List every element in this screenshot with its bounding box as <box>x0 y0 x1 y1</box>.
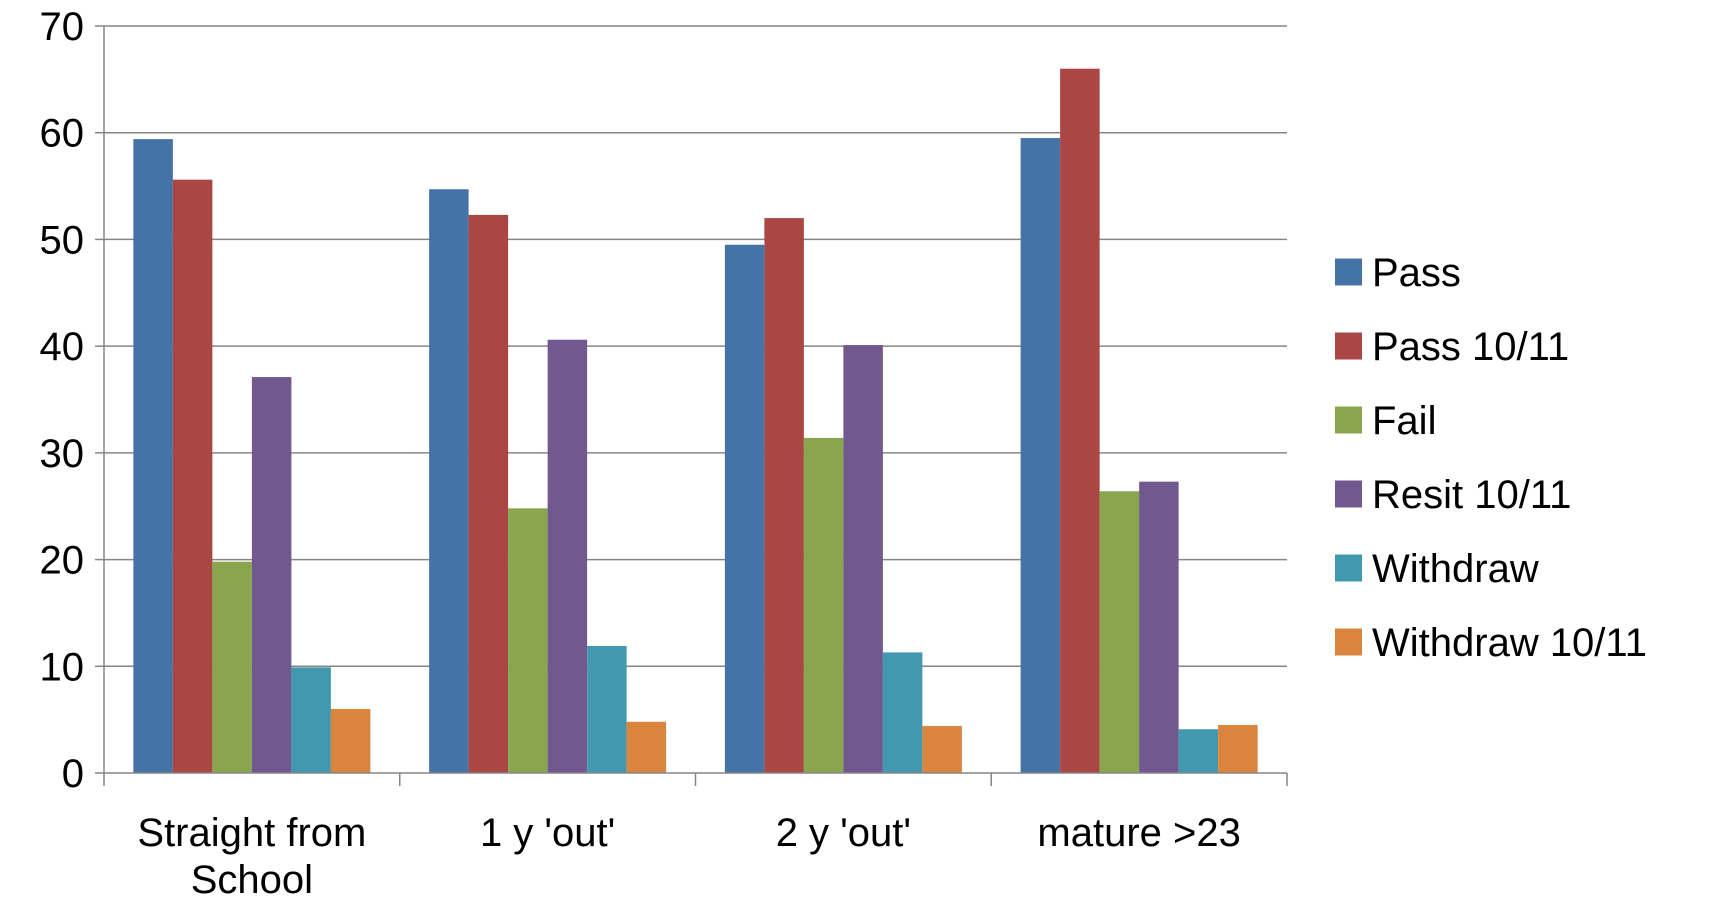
y-tick-label: 70 <box>40 5 85 49</box>
x-category-label: Straight from <box>137 811 366 855</box>
x-category-label: 2 y 'out' <box>776 811 911 855</box>
bar-withdraw-10-11 <box>330 708 371 773</box>
legend-label: Resit 10/11 <box>1372 473 1571 517</box>
legend-label: Withdraw <box>1372 547 1539 591</box>
x-category-label: School <box>191 858 313 902</box>
bar-fail <box>212 561 252 773</box>
legend-swatch <box>1335 332 1362 360</box>
bar-pass <box>133 139 173 774</box>
bar-fail <box>1099 491 1140 773</box>
y-tick-label: 50 <box>40 218 85 262</box>
y-tick-label: 60 <box>40 112 85 156</box>
legend-swatch <box>1335 258 1362 286</box>
bar-pass-10-11 <box>172 179 213 773</box>
bar-withdraw <box>587 646 627 773</box>
bar-resit-10-11 <box>251 377 292 773</box>
bars <box>133 68 1258 774</box>
x-category-label: mature >23 <box>1037 811 1240 855</box>
bar-pass <box>429 189 469 774</box>
legend: Pass Pass 10/11 Fail Resit 10/11 Withdraw Wit… <box>1335 251 1647 665</box>
bar-pass <box>1020 138 1061 774</box>
legend-swatch <box>1335 628 1362 656</box>
bar-resit-10-11 <box>843 345 883 773</box>
axes <box>95 25 1288 786</box>
bar-withdraw-10-11 <box>626 721 667 773</box>
bar-resit-10-11 <box>1139 481 1179 773</box>
bar-resit-10-11 <box>547 339 588 773</box>
bar-fail <box>508 508 548 773</box>
legend-label: Withdraw 10/11 <box>1372 621 1647 665</box>
legend-swatch <box>1335 406 1362 434</box>
y-tick-label: 10 <box>40 645 85 689</box>
bar-withdraw <box>882 652 923 773</box>
gridlines <box>104 25 1287 668</box>
x-category-label: 1 y 'out' <box>480 811 615 855</box>
legend-swatch <box>1335 554 1362 582</box>
bar-pass <box>724 244 765 773</box>
bar-withdraw <box>291 667 331 773</box>
legend-label: Pass 10/11 <box>1372 325 1569 369</box>
bar-pass-10-11 <box>1060 68 1100 773</box>
bar-withdraw-10-11 <box>922 726 962 773</box>
y-tick-label: 0 <box>62 752 84 796</box>
bar-pass-10-11 <box>468 214 509 774</box>
y-tick-label: 30 <box>40 432 85 476</box>
legend-swatch <box>1335 480 1362 508</box>
bar-fail <box>803 437 844 773</box>
y-tick-label: 20 <box>40 539 85 583</box>
y-axis-tick-labels: 0 10 20 30 40 50 60 70 <box>40 5 85 796</box>
legend-label: Pass <box>1372 251 1461 295</box>
bar-withdraw <box>1178 729 1219 773</box>
bar-pass-10-11 <box>764 218 804 774</box>
y-tick-label: 40 <box>40 325 85 369</box>
bar-withdraw-10-11 <box>1218 724 1258 773</box>
legend-label: Fail <box>1372 399 1436 443</box>
